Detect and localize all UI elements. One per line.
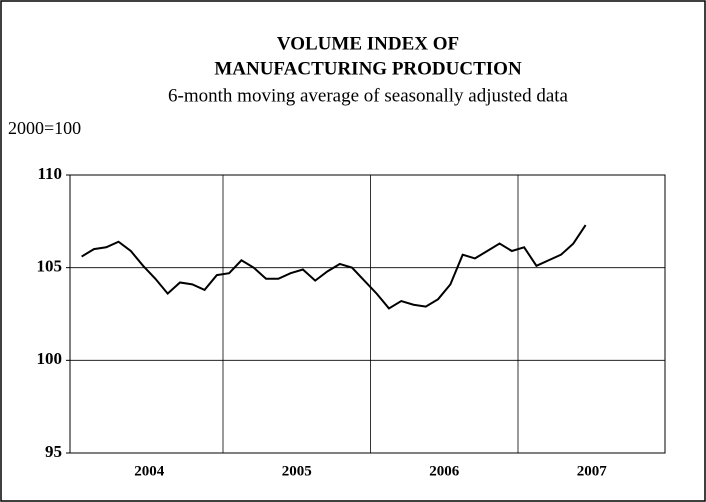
x-tick-label: 2007: [577, 463, 608, 479]
x-tick-label: 2005: [282, 463, 312, 479]
y-tick-label: 95: [45, 442, 62, 461]
y-tick-label: 110: [37, 164, 62, 183]
y-tick-label: 105: [37, 257, 63, 276]
x-tick-label: 2006: [429, 463, 460, 479]
plot-border: [69, 174, 666, 454]
y-axis-label: 2000=100: [8, 118, 81, 138]
chart-title: VOLUME INDEX OF: [277, 33, 459, 54]
chart-subtitle: 6-month moving average of seasonally adj…: [168, 85, 569, 106]
data-line: [81, 224, 587, 310]
chart-title: MANUFACTURING PRODUCTION: [214, 58, 522, 79]
x-tick-label: 2004: [134, 463, 165, 479]
y-tick-label: 100: [37, 349, 63, 368]
